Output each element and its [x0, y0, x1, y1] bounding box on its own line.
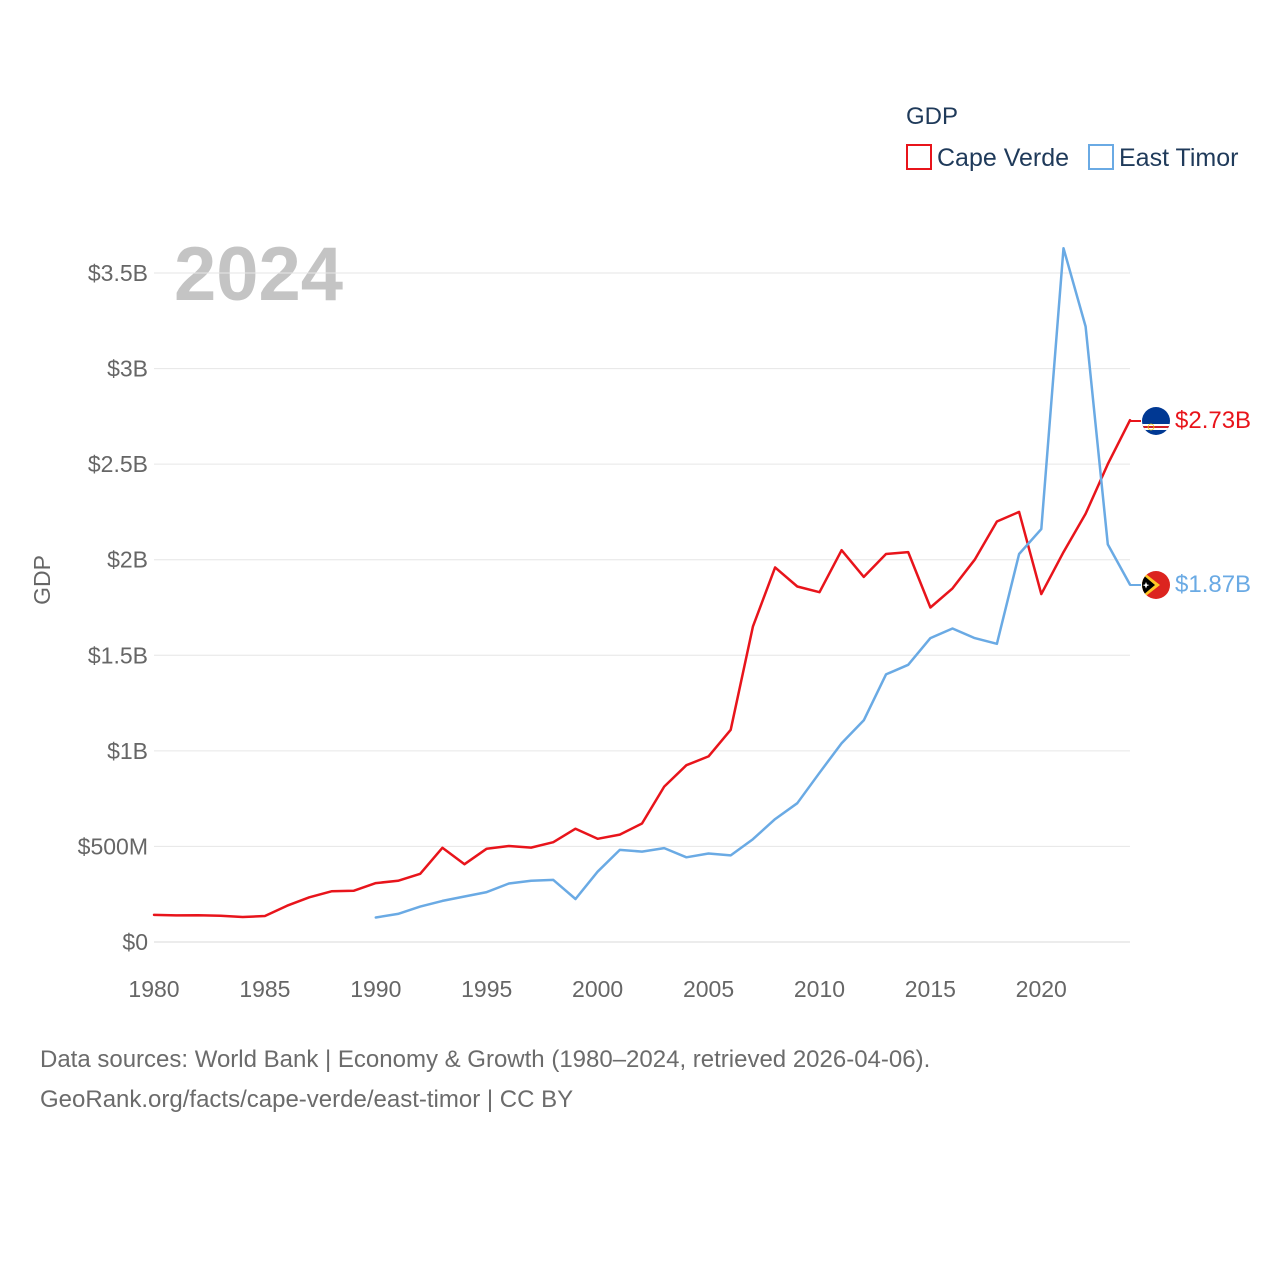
- y-tick-label: $2.5B: [88, 451, 148, 477]
- x-tick-label: 1985: [239, 976, 290, 1002]
- x-tick-label: 2005: [683, 976, 734, 1002]
- y-axis-title: GDP: [29, 555, 55, 605]
- x-tick-label: 2020: [1016, 976, 1067, 1002]
- gdp-line-chart: GDP Cape Verde East Timor 2024 GDP $0 $50…: [29, 103, 1251, 1002]
- y-tick-label: $3B: [107, 356, 148, 382]
- legend-swatch-east-timor: [1088, 144, 1114, 170]
- series-line-cape-verde[interactable]: [152, 418, 1132, 919]
- series-lines: [152, 246, 1132, 919]
- legend-item-east-timor[interactable]: East Timor: [1088, 144, 1238, 172]
- end-marker-east-timor: $1.87B: [1130, 571, 1251, 599]
- data-source-note: Data sources: World Bank | Economy & Gro…: [40, 1040, 930, 1120]
- y-tick-label: $1B: [107, 738, 148, 764]
- y-tick-label: $2B: [107, 547, 148, 573]
- x-tick-label: 2015: [905, 976, 956, 1002]
- x-axis-ticks: 1980 1985 1990 1995 2000 2005 2010 2015 2020: [128, 976, 1066, 1002]
- end-label-east-timor: $1.87B: [1175, 571, 1251, 598]
- x-tick-label: 1995: [461, 976, 512, 1002]
- y-tick-label: $3.5B: [88, 260, 148, 286]
- east-timor-flag-icon: [1142, 571, 1170, 599]
- y-tick-label: $1.5B: [88, 642, 148, 668]
- x-tick-label: 1990: [350, 976, 401, 1002]
- gridlines: [154, 272, 1130, 943]
- x-tick-label: 1980: [128, 976, 179, 1002]
- legend-label-east-timor: East Timor: [1119, 144, 1238, 172]
- source-link[interactable]: GeoRank.org/facts/cape-verde/east-timor …: [40, 1086, 574, 1113]
- data-source-line: Data sources: World Bank | Economy & Gro…: [40, 1046, 931, 1073]
- legend-label-cape-verde: Cape Verde: [937, 144, 1069, 172]
- series-line-east-timor[interactable]: [374, 246, 1132, 919]
- x-tick-label: 2000: [572, 976, 623, 1002]
- end-marker-cape-verde: $2.73B: [1130, 407, 1251, 435]
- y-tick-label: $0: [122, 929, 148, 955]
- legend-swatch-cape-verde: [906, 144, 932, 170]
- legend-title: GDP: [906, 103, 958, 130]
- legend: GDP Cape Verde East Timor: [906, 103, 1238, 172]
- end-label-cape-verde: $2.73B: [1175, 407, 1251, 434]
- x-tick-label: 2010: [794, 976, 845, 1002]
- cape-verde-flag-icon: [1142, 407, 1170, 435]
- legend-item-cape-verde[interactable]: Cape Verde: [906, 144, 1069, 172]
- year-watermark: 2024: [174, 232, 343, 317]
- y-axis-ticks: $0 $500M $1B $1.5B $2B $2.5B $3B $3.5B: [78, 260, 148, 955]
- y-tick-label: $500M: [78, 833, 148, 859]
